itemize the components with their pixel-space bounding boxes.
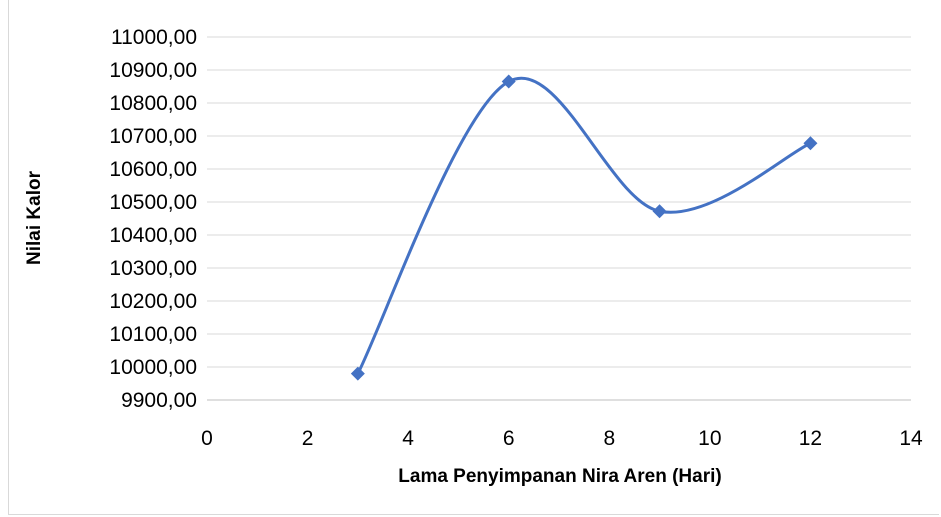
y-axis-title: Nilai Kalor — [24, 170, 45, 265]
x-axis-title: Lama Penyimpanan Nira Aren (Hari) — [398, 466, 721, 487]
chart-frame — [8, 0, 939, 515]
x-tick-label: 14 — [899, 427, 923, 450]
gridlines — [207, 36, 911, 401]
x-tick-label: 8 — [603, 427, 615, 450]
y-tick-label: 10000,00 — [109, 356, 197, 379]
x-tick-label: 10 — [698, 427, 721, 450]
x-tick-label: 4 — [402, 427, 414, 450]
y-tick-label: 10900,00 — [109, 59, 197, 82]
x-tick-label: 0 — [201, 427, 213, 450]
series-group — [350, 74, 818, 381]
y-tick-label: 10500,00 — [109, 191, 197, 214]
y-tick-label: 11000,00 — [111, 26, 197, 49]
x-tick-label: 2 — [302, 427, 314, 450]
y-tick-label: 10300,00 — [109, 257, 197, 280]
x-tick-label: 12 — [799, 427, 822, 450]
data-point-marker — [350, 366, 365, 381]
y-tick-label: 10100,00 — [109, 323, 197, 346]
y-tick-label: 9900,00 — [121, 389, 197, 412]
y-tick-label: 10600,00 — [109, 158, 197, 181]
data-point-marker — [803, 136, 818, 151]
y-tick-labels: 9900,00 10000,00 10100,00 10200,00 10300,00 1… — [109, 26, 197, 412]
x-tick-label: 6 — [503, 427, 515, 450]
y-tick-label: 10400,00 — [109, 224, 197, 247]
x-tick-labels: 0 2 4 6 8 10 12 14 — [201, 427, 923, 450]
y-tick-label: 10200,00 — [109, 290, 197, 313]
data-point-marker — [501, 74, 516, 89]
series-line — [356, 77, 812, 375]
y-tick-label: 10700,00 — [109, 125, 197, 148]
y-tick-label: 10800,00 — [109, 92, 197, 115]
data-point-marker — [652, 204, 667, 219]
